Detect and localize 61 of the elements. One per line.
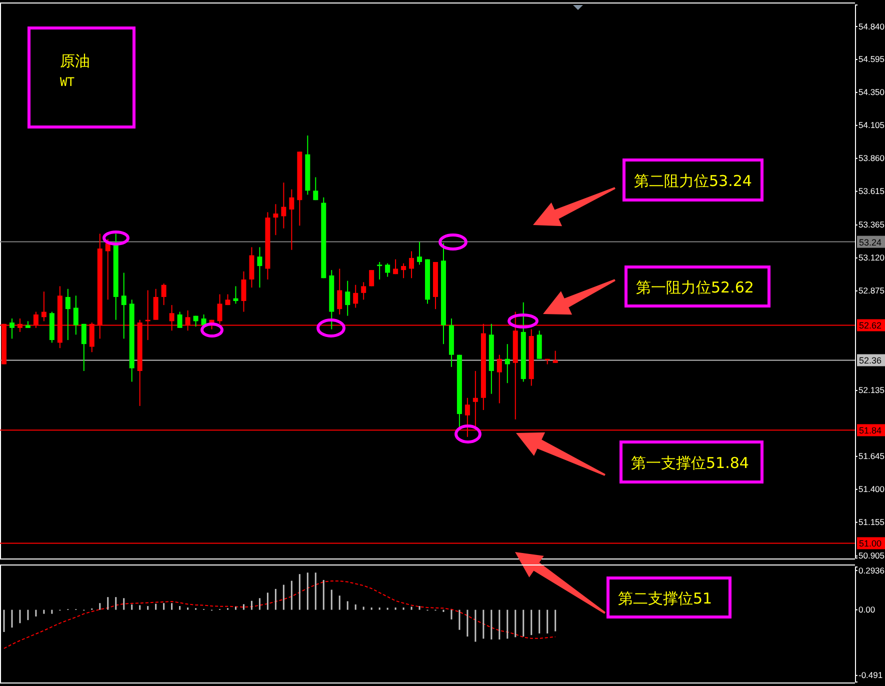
candlestick bbox=[361, 282, 366, 300]
candlestick bbox=[345, 280, 350, 316]
y-tick-label: 52.135 bbox=[858, 385, 885, 396]
text: WT bbox=[60, 75, 74, 89]
text: 原油 bbox=[60, 52, 90, 70]
candlestick bbox=[496, 354, 502, 404]
candlestick bbox=[353, 284, 358, 308]
y-tick-label: 50.905 bbox=[858, 550, 885, 561]
y-tick-label: 51.400 bbox=[858, 484, 885, 494]
candlestick bbox=[369, 270, 374, 287]
candlestick bbox=[153, 288, 158, 320]
candlestick bbox=[504, 344, 510, 384]
candlestick bbox=[337, 268, 342, 315]
y-tick-label: 0.2936 bbox=[858, 565, 885, 576]
line-series bbox=[3, 580, 556, 649]
y-tick-label: 51.645 bbox=[858, 451, 885, 462]
candlestick bbox=[289, 188, 294, 250]
candlestick bbox=[161, 283, 166, 306]
candlestick bbox=[81, 323, 86, 372]
candlestick bbox=[377, 261, 382, 280]
candlestick bbox=[177, 311, 182, 328]
y-tick-label: 53.120 bbox=[858, 252, 885, 263]
candlestick bbox=[257, 246, 262, 288]
y-tick-label: 53.860 bbox=[858, 153, 885, 164]
ref-line-label: 53.24 bbox=[859, 237, 882, 248]
candlestick bbox=[472, 370, 478, 427]
y-tick-label: 54.595 bbox=[858, 54, 885, 64]
annotation: 第二阻力位53.24 bbox=[634, 172, 752, 190]
y-tick-label: 52.875 bbox=[858, 286, 885, 296]
ref-line-label: 51.00 bbox=[859, 538, 882, 549]
candlestick bbox=[233, 286, 238, 304]
candlestick bbox=[401, 262, 406, 279]
y-tick-label: 54.350 bbox=[858, 87, 885, 98]
candlestick bbox=[241, 270, 246, 312]
candlestick bbox=[73, 295, 78, 336]
y-tick-label: -0.491 bbox=[858, 670, 883, 680]
annotation: 第一支撑位51.84 bbox=[631, 454, 749, 472]
y-tick-label: 54.840 bbox=[858, 21, 885, 32]
ref-line-label: 52.36 bbox=[859, 356, 882, 366]
ref-line-label: 51.84 bbox=[859, 426, 882, 436]
candlestick bbox=[409, 250, 414, 279]
candlestick bbox=[65, 288, 70, 341]
candlestick bbox=[385, 262, 390, 278]
y-tick-label: 53.615 bbox=[858, 186, 885, 196]
annotation: 第一阻力位52.62 bbox=[636, 278, 754, 296]
candlestick bbox=[9, 318, 14, 340]
candlestick bbox=[393, 258, 398, 275]
candlestick bbox=[217, 294, 222, 324]
y-tick-label: 53.365 bbox=[858, 220, 885, 230]
annotation: 第二支撑位51 bbox=[618, 590, 712, 608]
candlestick bbox=[417, 241, 422, 266]
y-tick-label: 51.155 bbox=[858, 517, 885, 528]
candlestick bbox=[281, 182, 286, 229]
candlestick bbox=[273, 204, 278, 236]
y-tick-label: 54.105 bbox=[858, 120, 885, 130]
candlestick bbox=[313, 176, 318, 201]
candlestick bbox=[121, 272, 126, 340]
y-tick-label: 0.00 bbox=[858, 604, 876, 615]
candlestick bbox=[41, 291, 46, 322]
ref-line-label: 52.62 bbox=[859, 320, 882, 331]
candlestick bbox=[552, 350, 558, 364]
